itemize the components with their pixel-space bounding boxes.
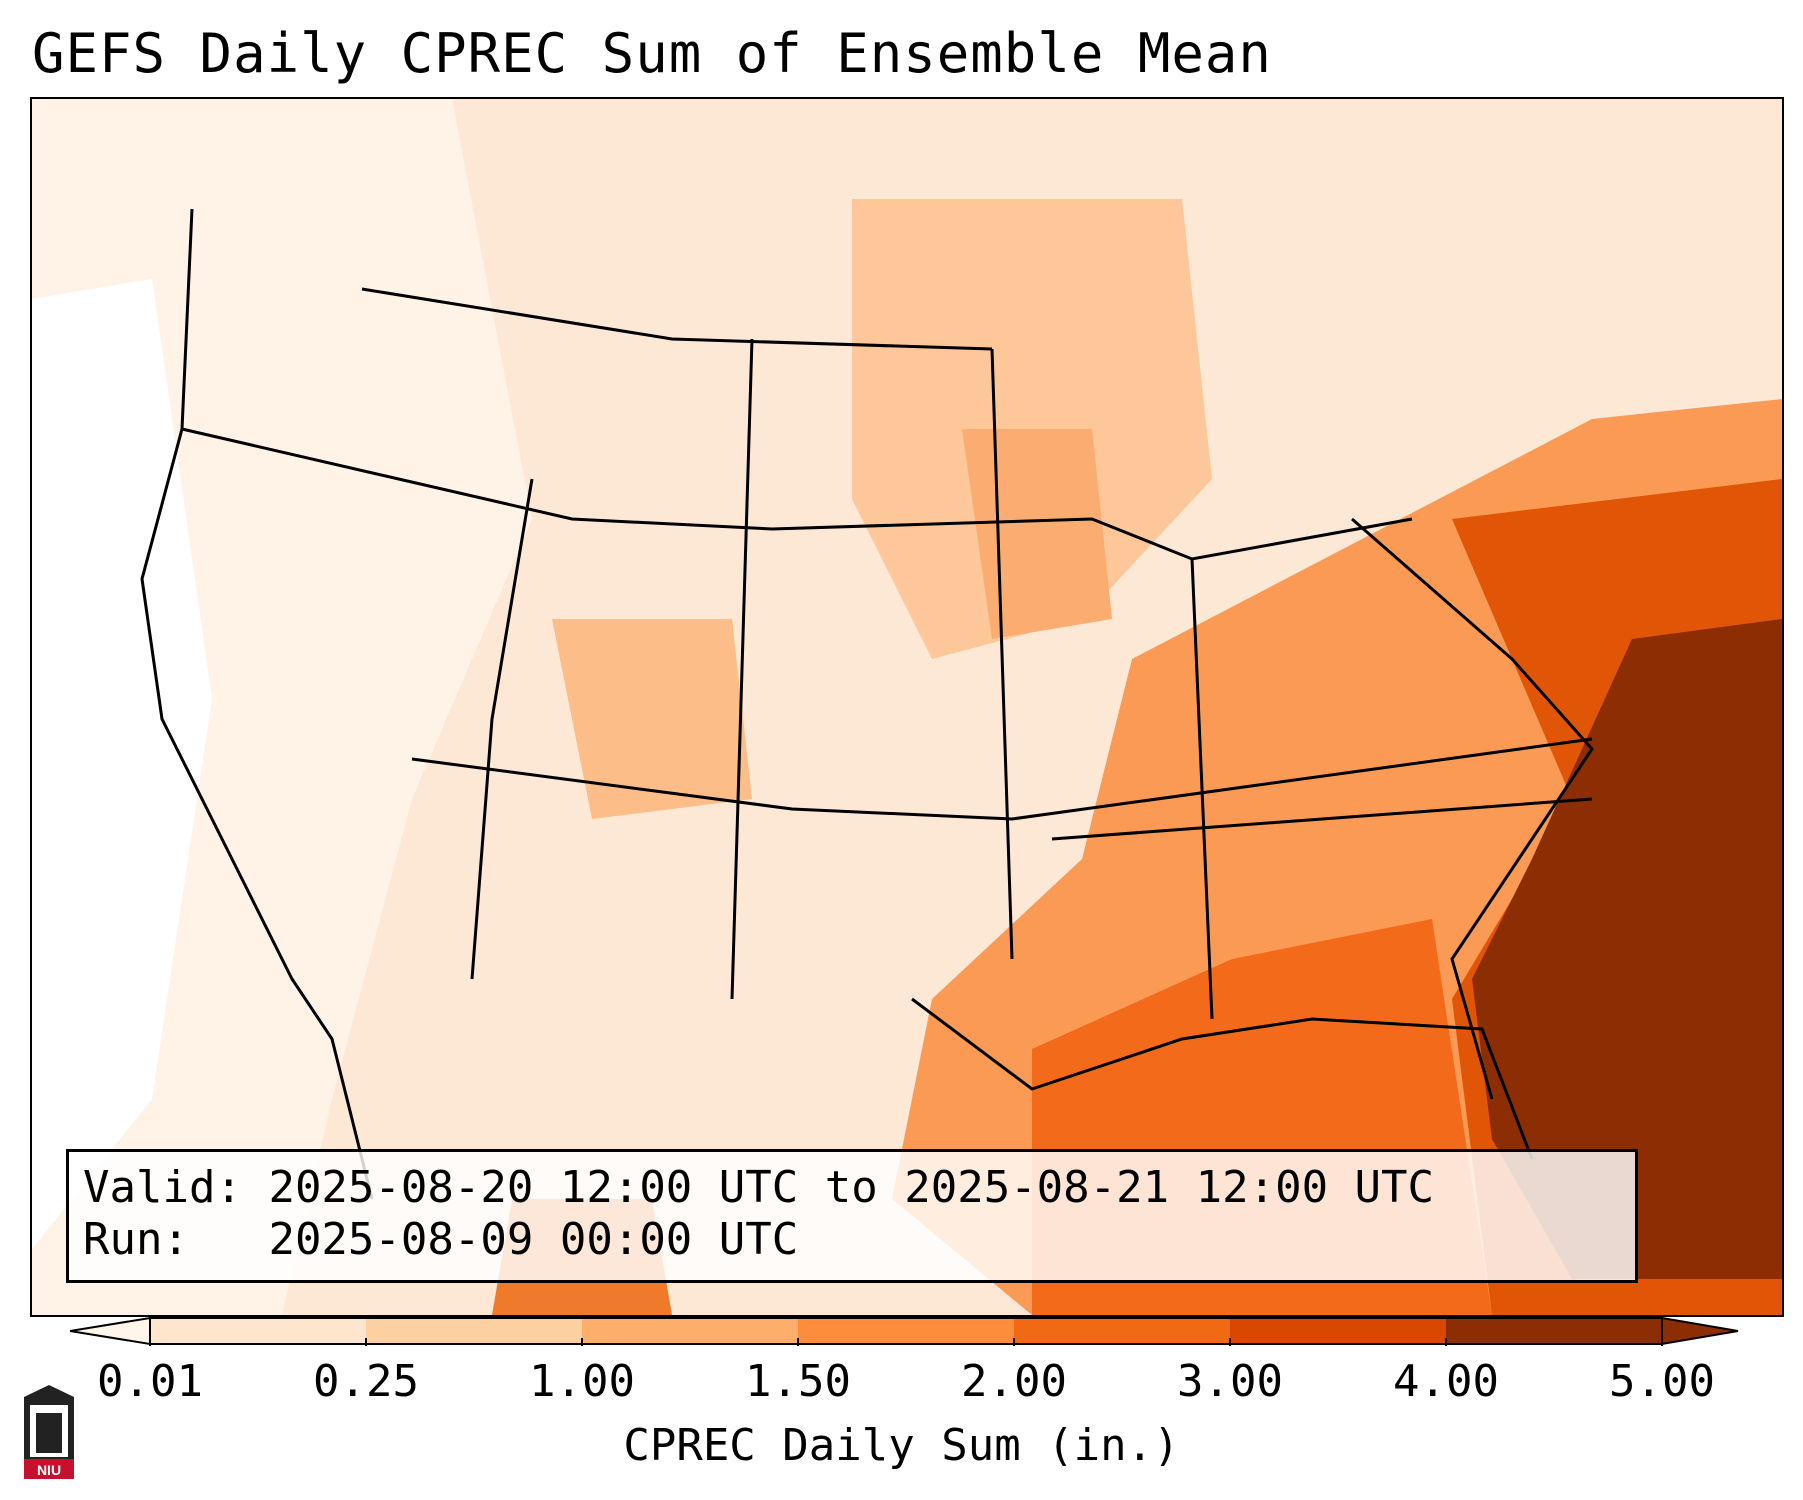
run-label: Run: — [83, 1214, 242, 1265]
valid-value: 2025-08-20 12:00 UTC to 2025-08-21 12:00… — [268, 1162, 1435, 1213]
precip-map — [32, 99, 1782, 1315]
chart-title: GEFS Daily CPREC Sum of Ensemble Mean — [32, 22, 1272, 85]
logo-text: NIU — [37, 1462, 61, 1478]
colorbar-tick-label: 5.00 — [1609, 1356, 1715, 1407]
colorbar-tick-label: 1.50 — [745, 1356, 851, 1407]
info-box: Valid: 2025-08-20 12:00 UTC to 2025-08-2… — [66, 1149, 1638, 1283]
niu-logo: NIU — [24, 1385, 74, 1479]
colorbar-label: CPREC Daily Sum (in.) — [623, 1420, 1180, 1471]
colorbar-tick-label: 1.00 — [529, 1356, 635, 1407]
colorbar-segment — [1014, 1318, 1230, 1344]
state-boundaries — [140, 208, 1594, 1200]
precip-shading — [32, 99, 1782, 1315]
run-line: Run: 2025-08-09 00:00 UTC — [83, 1214, 798, 1265]
colorbar-tick-label: 0.25 — [313, 1356, 419, 1407]
colorbar-outline — [149, 1317, 1663, 1345]
colorbar-segment — [366, 1318, 582, 1344]
colorbar-tick-label: 0.01 — [97, 1356, 203, 1407]
colorbar-segment — [150, 1318, 366, 1344]
run-value: 2025-08-09 00:00 UTC — [268, 1214, 799, 1265]
colorbar-tick-label: 2.00 — [961, 1356, 1067, 1407]
valid-label: Valid: — [83, 1162, 242, 1213]
map-panel — [30, 97, 1784, 1317]
valid-line: Valid: 2025-08-20 12:00 UTC to 2025-08-2… — [83, 1162, 1434, 1213]
colorbar-extend-high — [1661, 1316, 1739, 1346]
colorbar-extend-low — [70, 1316, 151, 1346]
colorbar-segment — [1230, 1318, 1446, 1344]
colorbar-segment — [582, 1318, 798, 1344]
colorbar-segment — [798, 1318, 1014, 1344]
colorbar-tick-label: 3.00 — [1177, 1356, 1283, 1407]
colorbar-segment — [1446, 1318, 1662, 1344]
colorbar — [70, 1316, 1739, 1346]
colorbar-tick-label: 4.00 — [1393, 1356, 1499, 1407]
